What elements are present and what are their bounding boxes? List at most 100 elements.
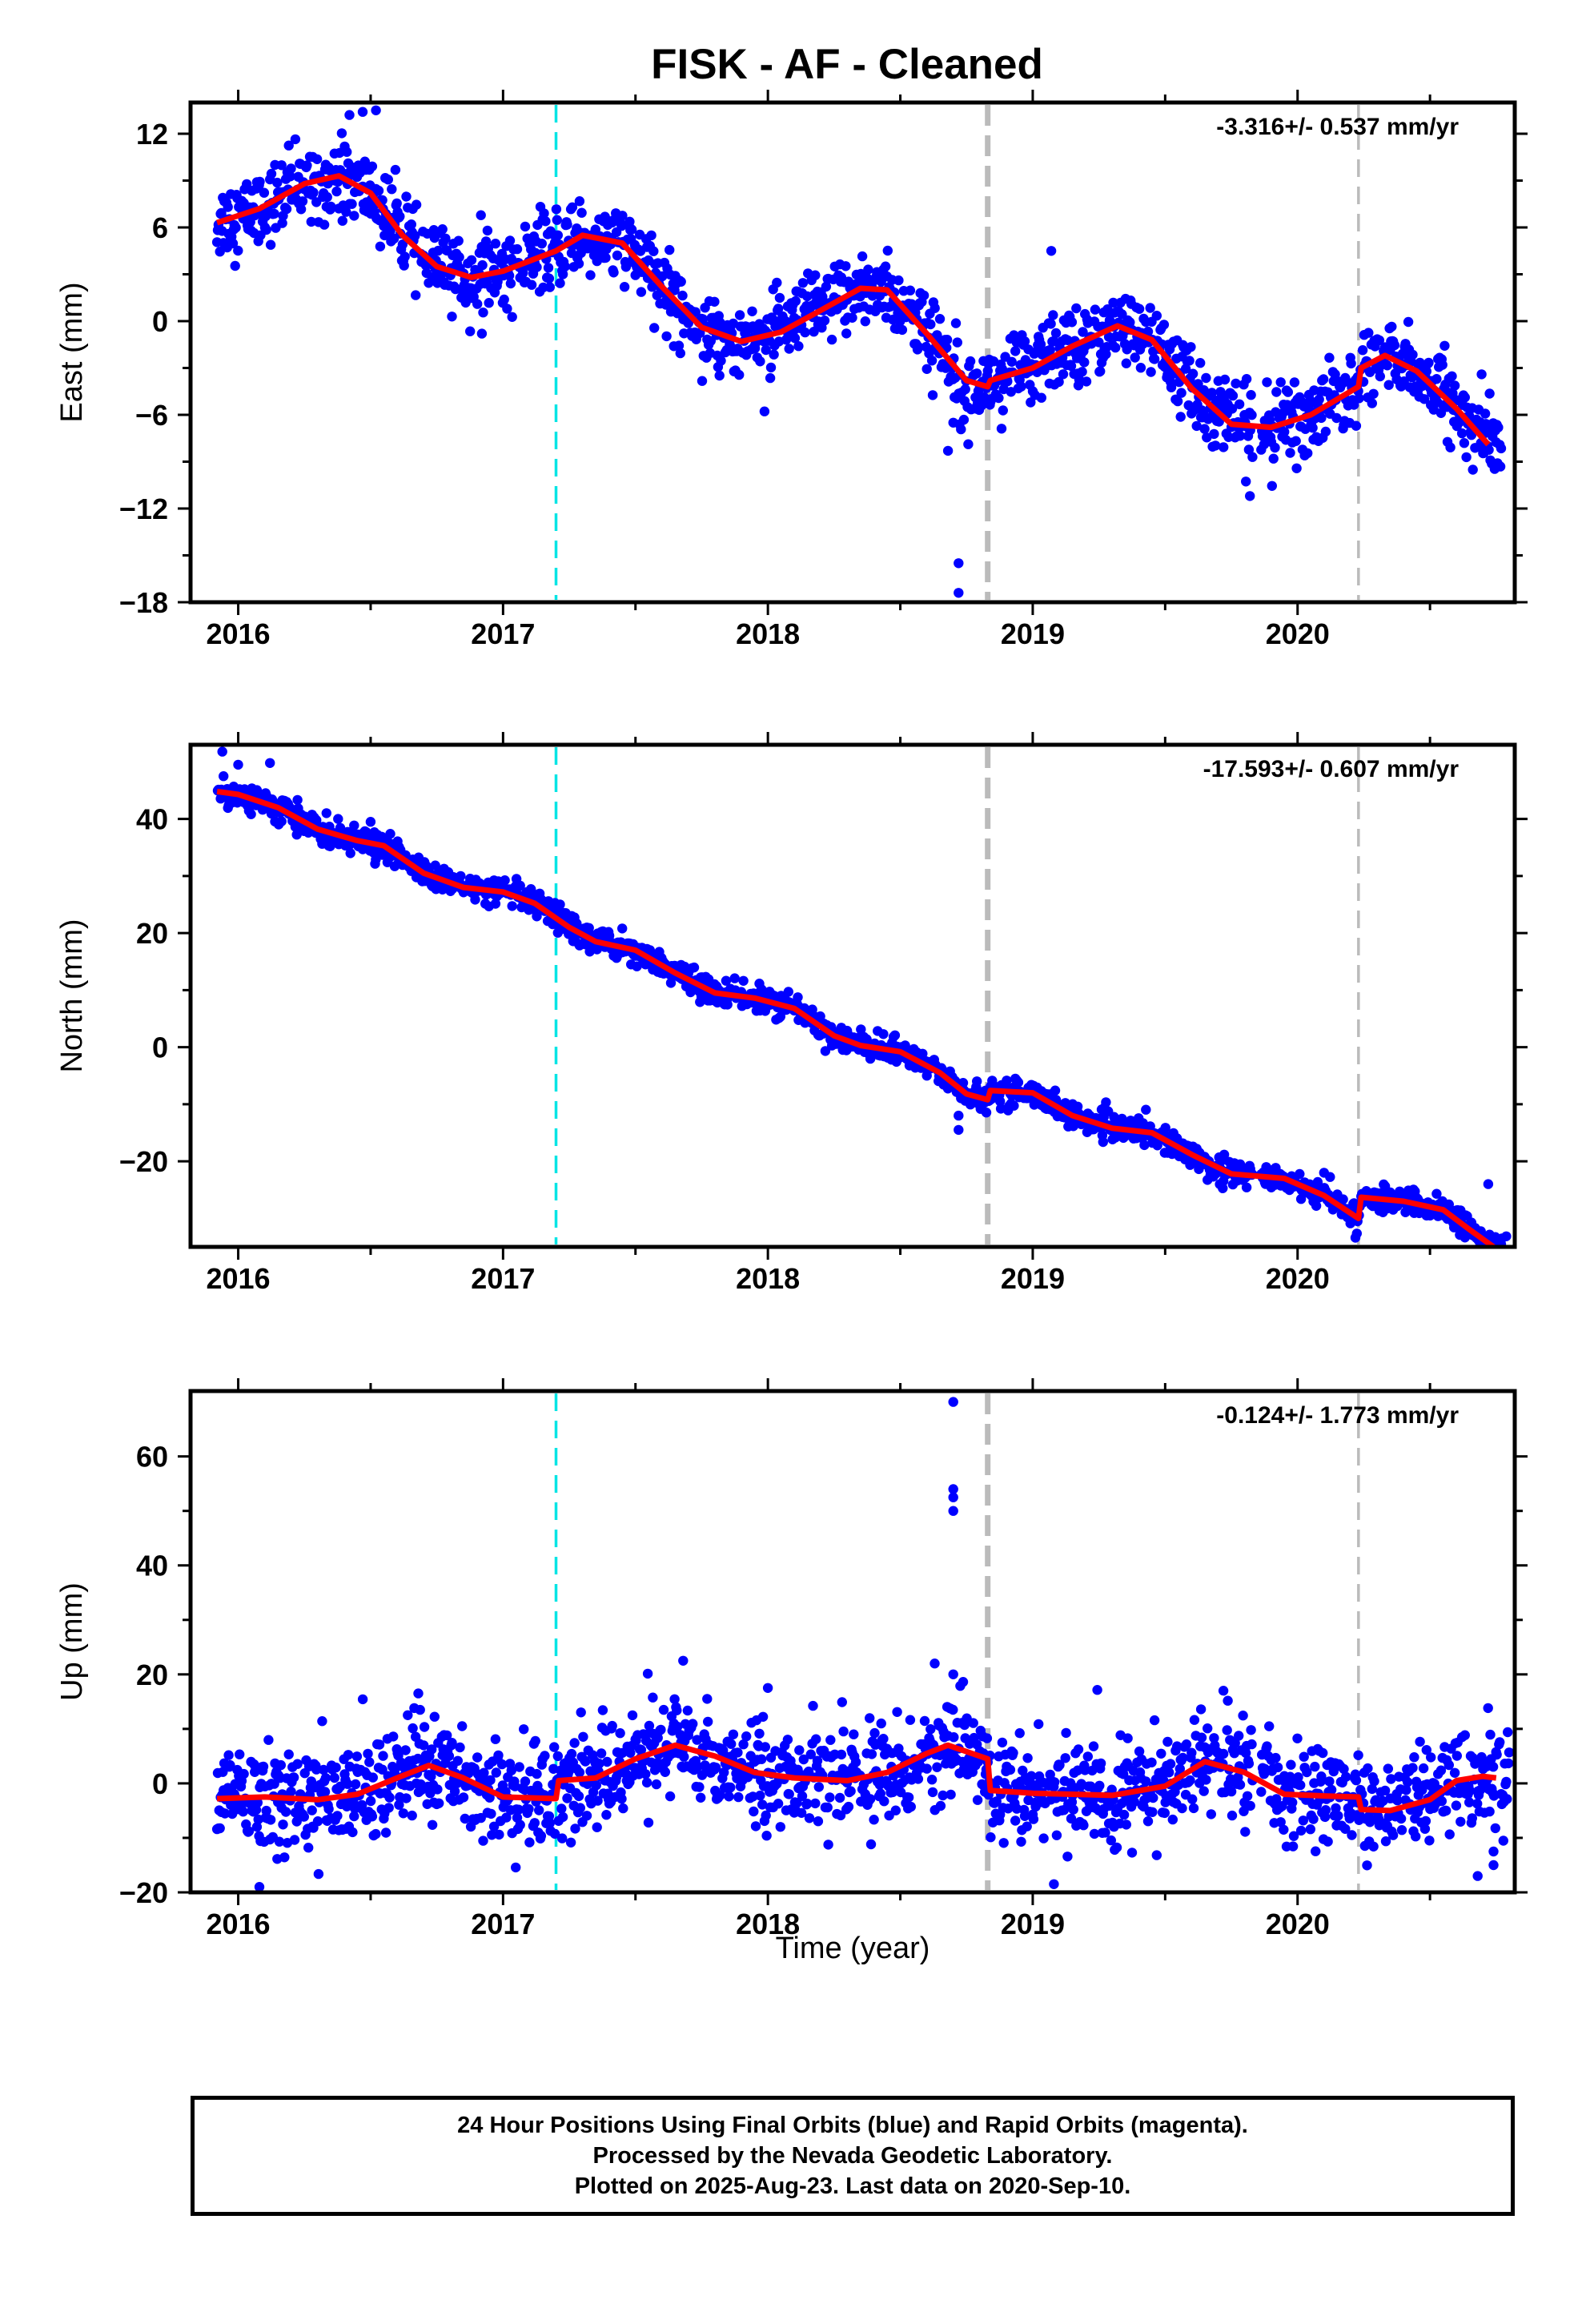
data-point xyxy=(1121,1819,1132,1830)
data-point xyxy=(1080,1765,1090,1775)
data-point xyxy=(215,1823,225,1834)
data-point xyxy=(1014,1728,1025,1739)
data-point xyxy=(1501,1776,1512,1787)
data-point-outlier xyxy=(948,417,958,428)
data-point xyxy=(619,282,630,292)
data-point xyxy=(1019,336,1030,347)
data-point xyxy=(1203,1723,1213,1734)
data-point xyxy=(395,211,405,222)
data-point xyxy=(1271,1794,1282,1804)
data-point xyxy=(1058,369,1069,380)
data-point xyxy=(272,177,283,188)
data-point xyxy=(406,219,416,230)
data-point xyxy=(1357,345,1368,356)
data-point xyxy=(567,202,578,212)
data-point xyxy=(1181,1739,1192,1750)
data-point xyxy=(246,809,256,819)
data-point xyxy=(1189,1715,1200,1725)
data-point xyxy=(312,1816,323,1827)
data-point xyxy=(960,384,970,395)
data-point-outlier xyxy=(1046,246,1057,256)
y-tick-label: −6 xyxy=(135,399,168,432)
data-point xyxy=(997,1737,1008,1748)
data-point xyxy=(478,1835,488,1846)
data-point xyxy=(1363,328,1374,338)
data-point xyxy=(297,196,308,207)
data-point xyxy=(594,1759,604,1769)
data-point xyxy=(265,239,276,250)
data-point xyxy=(1503,1727,1513,1738)
data-point xyxy=(432,1784,443,1795)
data-point xyxy=(1387,321,1397,332)
data-point xyxy=(810,1798,821,1809)
data-point xyxy=(1147,1807,1158,1817)
data-point xyxy=(1209,1733,1219,1743)
data-point xyxy=(367,1772,378,1783)
data-point xyxy=(1081,376,1092,387)
data-point xyxy=(998,405,1009,416)
data-point xyxy=(1158,320,1170,330)
data-point xyxy=(813,1782,824,1792)
data-point xyxy=(867,291,878,301)
up-scatter xyxy=(211,1397,1515,1892)
data-point xyxy=(724,1791,734,1802)
data-point xyxy=(792,1798,802,1808)
data-point xyxy=(1126,1848,1138,1858)
data-point xyxy=(524,1803,534,1815)
data-point xyxy=(526,279,537,290)
data-point xyxy=(1164,1767,1174,1778)
data-point xyxy=(261,224,271,235)
data-point xyxy=(1415,1736,1425,1747)
data-point xyxy=(482,225,493,236)
data-point xyxy=(1026,1771,1037,1781)
data-point-outlier xyxy=(948,1492,958,1502)
data-point xyxy=(1090,304,1101,315)
data-point xyxy=(784,1789,794,1799)
data-point xyxy=(1050,1085,1061,1096)
data-point xyxy=(1077,367,1087,377)
data-point xyxy=(1468,464,1478,475)
data-point xyxy=(1295,1194,1307,1204)
data-point-outlier xyxy=(365,816,376,827)
data-point xyxy=(1060,1753,1070,1763)
chart-title: FISK - AF - Cleaned xyxy=(651,41,1043,88)
data-point xyxy=(726,1739,737,1749)
data-point xyxy=(672,1705,682,1715)
data-point xyxy=(1188,1803,1199,1814)
data-point xyxy=(383,175,393,185)
data-point-outlier xyxy=(1049,1879,1059,1889)
data-point xyxy=(585,270,596,280)
data-point xyxy=(357,1694,368,1705)
data-point xyxy=(1201,372,1211,384)
data-point xyxy=(291,1816,302,1827)
data-point xyxy=(1026,397,1036,408)
data-point xyxy=(506,1765,516,1775)
data-point xyxy=(1235,431,1246,441)
data-point xyxy=(520,221,531,232)
data-point xyxy=(1354,393,1364,404)
data-point xyxy=(280,1807,291,1817)
data-point xyxy=(664,298,674,309)
data-point xyxy=(676,276,686,287)
data-point xyxy=(277,218,287,228)
data-point xyxy=(290,134,301,145)
data-point xyxy=(805,1749,816,1759)
data-point xyxy=(1324,352,1335,363)
data-point xyxy=(512,243,523,255)
data-point xyxy=(820,1046,831,1056)
data-point xyxy=(669,1694,680,1704)
data-point xyxy=(384,1792,395,1803)
data-point xyxy=(1241,374,1252,384)
data-point xyxy=(757,1754,767,1764)
data-point-outlier xyxy=(1319,1168,1330,1178)
data-point xyxy=(1066,360,1077,372)
data-point xyxy=(455,1742,465,1753)
east-fit-line xyxy=(216,173,1491,447)
data-point xyxy=(841,261,851,271)
data-point xyxy=(1061,1727,1071,1739)
data-point-outlier xyxy=(762,1683,773,1693)
data-point xyxy=(323,1803,334,1815)
data-point xyxy=(1323,1836,1333,1847)
data-point xyxy=(1101,349,1111,360)
data-point xyxy=(350,1779,361,1790)
